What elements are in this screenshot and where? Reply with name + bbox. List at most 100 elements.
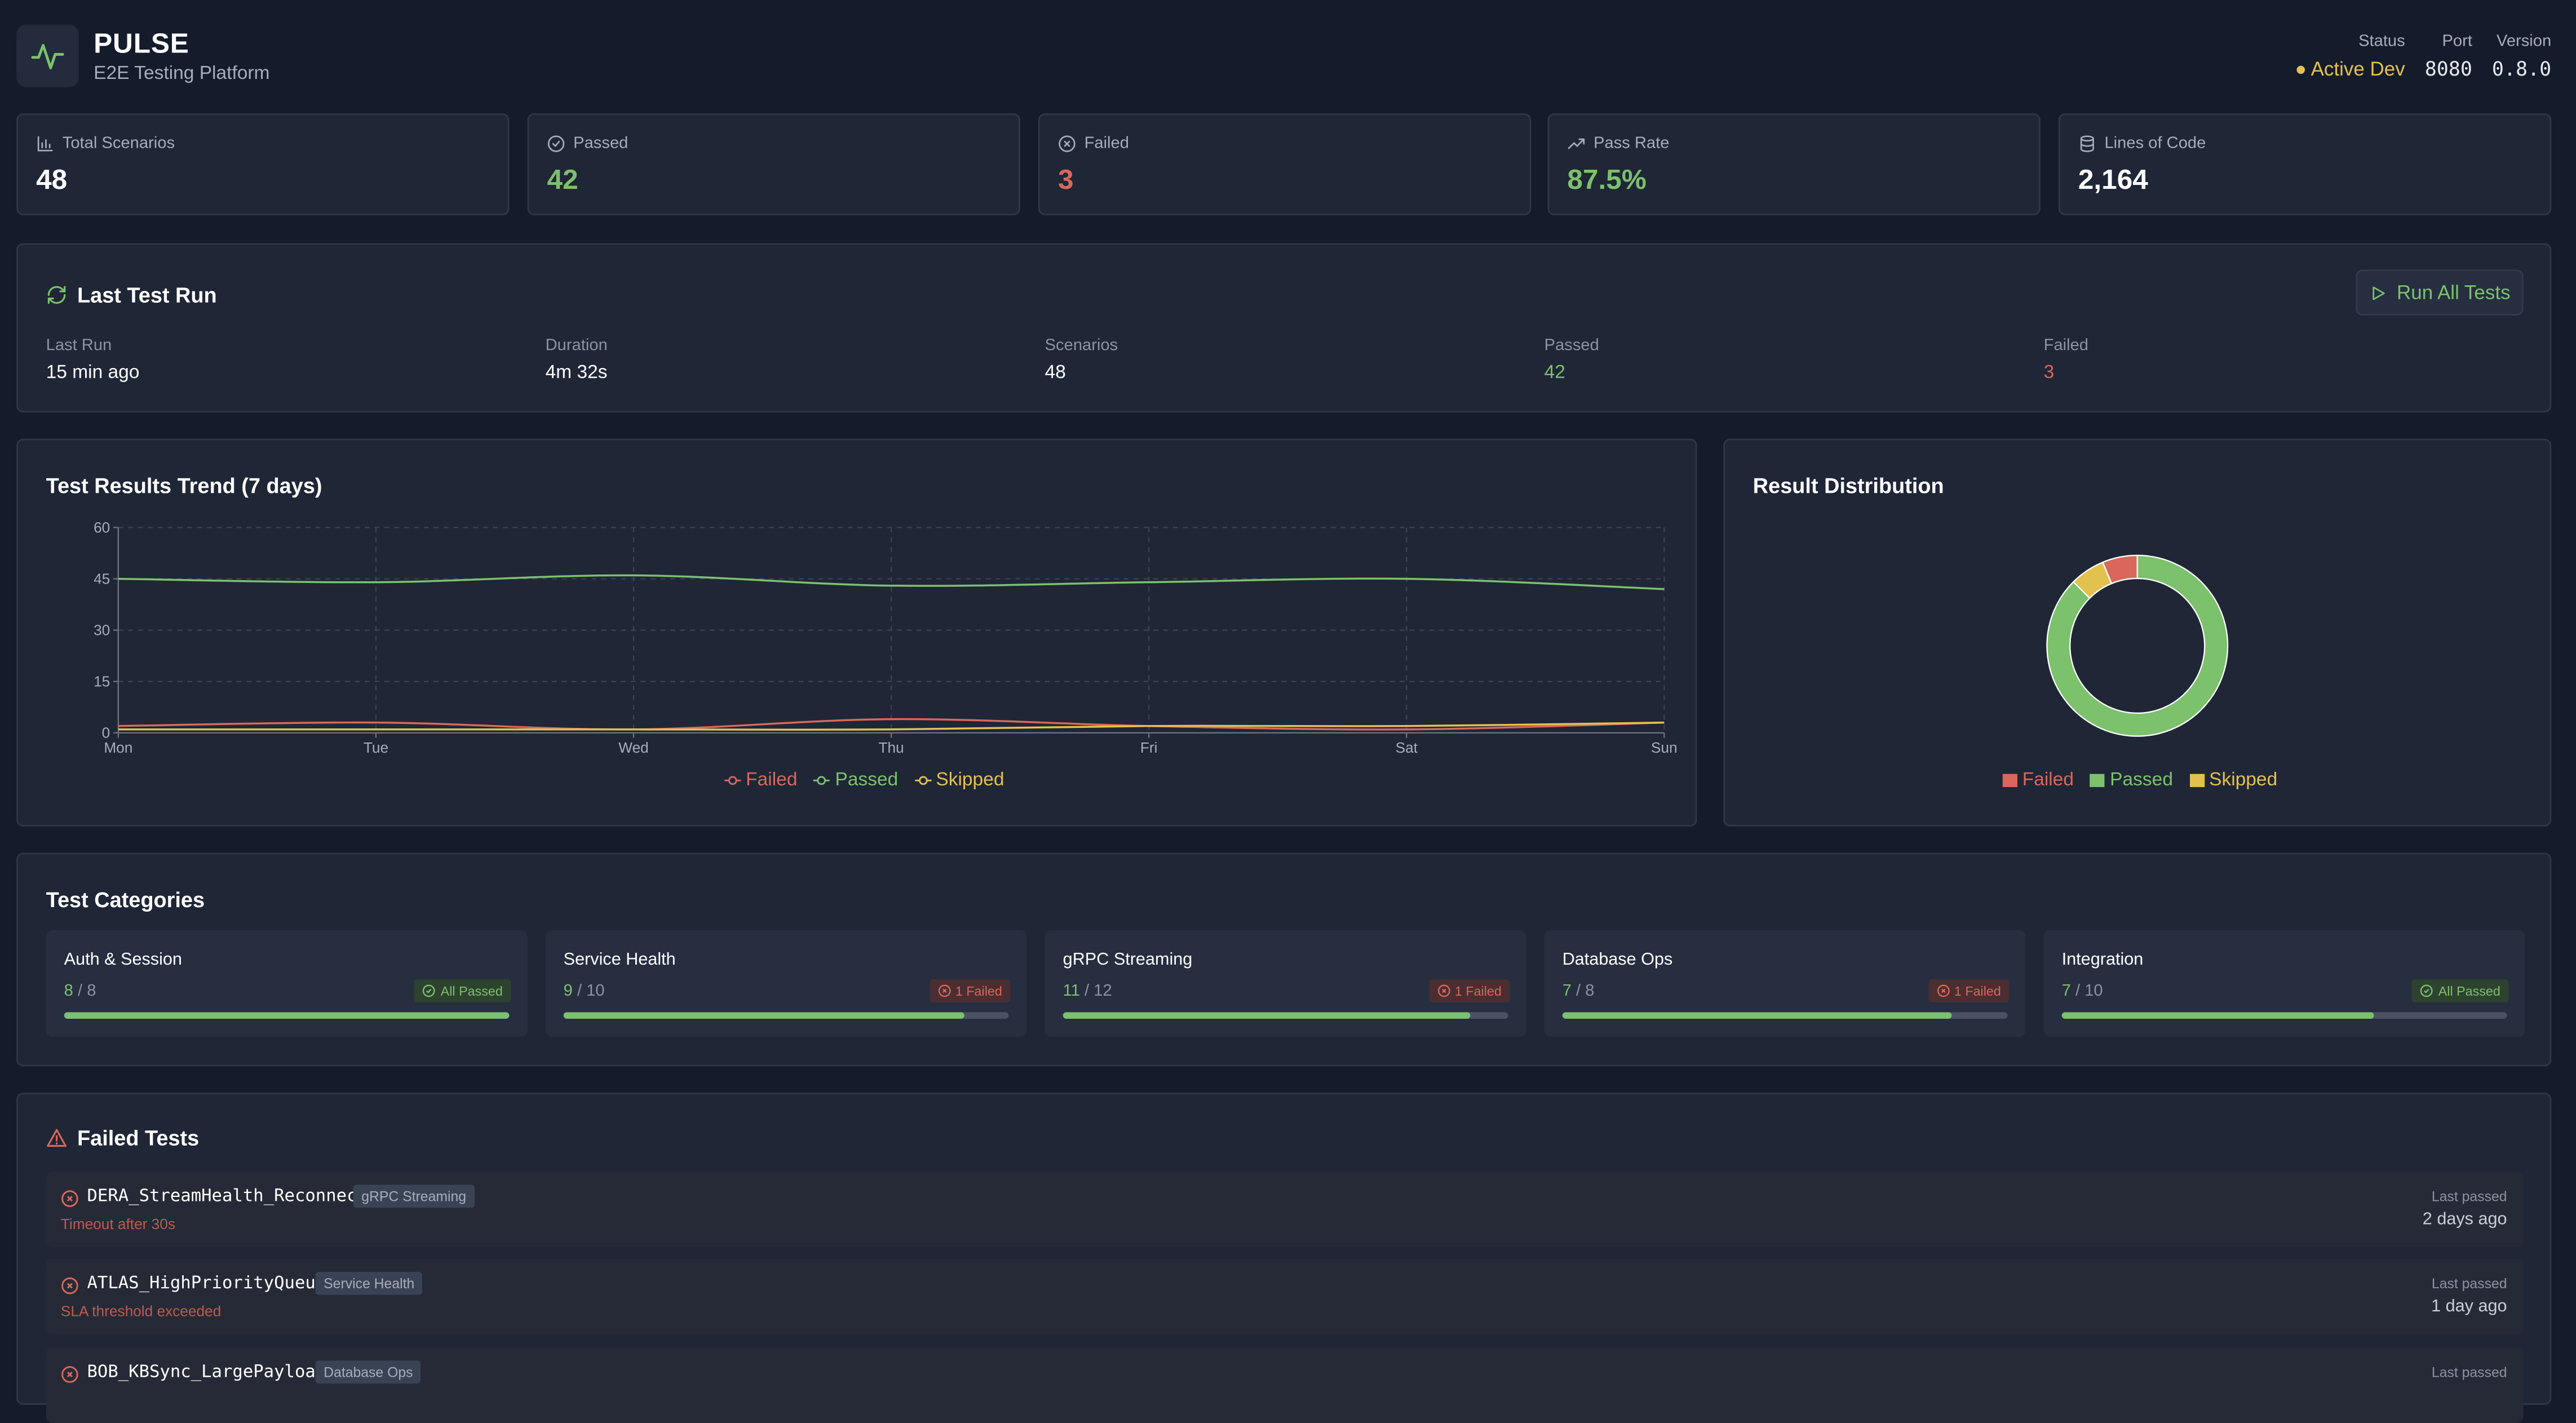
last-passed-value: 1 day ago <box>2431 1296 2507 1316</box>
scenarios-field: Scenarios 48 <box>1045 337 1118 383</box>
x-tick-label: Sat <box>1396 739 1418 756</box>
category-card-service-health[interactable]: Service Health 9 / 10 1 Failed <box>545 930 1027 1037</box>
field-value: 4m 32s <box>545 363 608 383</box>
legend-label: Failed <box>746 770 798 790</box>
status-badge: 1 Failed <box>1428 979 1510 1002</box>
passed-count: 11 <box>1063 982 1080 1001</box>
trend-chart-title: Test Results Trend (7 days) <box>46 473 322 498</box>
x-tick-label: Sun <box>1651 739 1678 756</box>
field-label: Last Run <box>46 337 112 355</box>
category-card-integration[interactable]: Integration 7 / 10 All Passed <box>2043 930 2525 1037</box>
failed-test-row[interactable]: ATLAS_HighPriorityQueue Service Health S… <box>46 1258 2524 1334</box>
passed-count: 9 <box>563 982 573 1001</box>
passed-count: 7 <box>1562 982 1572 1001</box>
category-name: Integration <box>2061 949 2144 970</box>
run-all-tests-button[interactable]: Run All Tests <box>2356 269 2524 316</box>
progress-bar <box>563 1012 1009 1019</box>
stat-card-pass-rate: Pass Rate 87.5% <box>1547 113 2041 215</box>
failure-reason: Timeout after 30s <box>60 1216 175 1232</box>
total-count: 10 <box>586 982 605 1001</box>
stat-label-text: Lines of Code <box>2104 134 2206 153</box>
status-badge: 1 Failed <box>1928 979 2010 1002</box>
x-tick-label: Tue <box>364 739 388 756</box>
category-card-auth-session[interactable]: Auth & Session 8 / 8 All Passed <box>46 930 528 1037</box>
x-circle-icon <box>1058 135 1076 153</box>
check-circle-icon <box>547 135 565 153</box>
total-count: 8 <box>1585 982 1595 1001</box>
category-card-grpc-streaming[interactable]: gRPC Streaming 11 / 12 1 Failed <box>1044 930 1526 1037</box>
port-meta: Port 8080 <box>2425 33 2472 81</box>
badge-text: All Passed <box>440 983 503 998</box>
category-tag: Database Ops <box>315 1360 422 1384</box>
stat-label-text: Total Scenarios <box>62 134 175 153</box>
field-label: Failed <box>2043 337 2089 355</box>
progress-bar <box>1562 1012 2008 1019</box>
test-categories-panel: Test Categories Auth & Session 8 / 8 All… <box>16 852 2552 1067</box>
progress-fill <box>64 1012 510 1019</box>
warning-triangle-icon <box>46 1127 68 1148</box>
passed-count: 8 <box>64 982 73 1001</box>
stat-value: 42 <box>547 164 578 196</box>
legend-failed: Failed <box>2002 770 2074 790</box>
progress-fill <box>1063 1012 1471 1019</box>
last-passed-label: Last passed <box>2431 1188 2507 1205</box>
check-circle-icon <box>423 984 436 997</box>
legend-label: Skipped <box>2209 770 2278 790</box>
badge-text: 1 Failed <box>1954 983 2001 998</box>
category-name: Service Health <box>563 949 676 970</box>
x-tick-label: Wed <box>618 739 648 756</box>
y-tick-label: 30 <box>94 621 110 638</box>
progress-bar <box>64 1012 510 1019</box>
failed-tests-heading: Failed Tests <box>46 1125 200 1150</box>
series-line-failed <box>118 718 1665 731</box>
stat-value: 3 <box>1057 164 1074 196</box>
stat-label: Failed <box>1058 135 1129 153</box>
failed-test-row[interactable]: DERA_StreamHealth_Reconnect gRPC Streami… <box>46 1172 2524 1248</box>
status-badge: All Passed <box>414 979 511 1002</box>
last-passed-label: Last passed <box>2431 1364 2507 1381</box>
progress-fill <box>1562 1012 1952 1019</box>
run-all-tests-label: Run All Tests <box>2397 281 2511 304</box>
stat-label: Pass Rate <box>1567 134 1670 153</box>
legend-label: Failed <box>2022 770 2074 790</box>
legend-passed: Passed <box>813 771 898 790</box>
category-name: Auth & Session <box>64 949 182 970</box>
trending-up-icon <box>1567 135 1585 153</box>
field-label: Scenarios <box>1044 337 1118 355</box>
status-label: Status <box>2358 33 2405 51</box>
legend-swatch <box>2002 774 2018 788</box>
total-count: 10 <box>2084 982 2103 1001</box>
app-title: PULSE <box>94 28 189 59</box>
progress-fill <box>2061 1012 2374 1019</box>
category-count: 9 / 10 <box>563 982 605 1001</box>
app-logo <box>16 24 79 87</box>
x-tick-label: Thu <box>879 739 904 756</box>
series-line-skipped <box>118 721 1665 731</box>
refresh-icon <box>46 284 68 306</box>
badge-text: 1 Failed <box>1454 983 1502 998</box>
last-test-run-title: Last Test Run <box>77 282 217 308</box>
field-value: 48 <box>1044 363 1066 383</box>
progress-bar <box>1063 1012 1508 1019</box>
trend-chart-legend: Failed Passed Skipped <box>724 771 1004 790</box>
stat-value: 87.5% <box>1567 164 1646 196</box>
header-meta: Status Active Dev Port 8080 Version 0.8.… <box>2296 33 2551 81</box>
failed-test-row[interactable]: BOB_KBSync_LargePayload Database Ops Las… <box>46 1347 2524 1423</box>
failure-reason: SLA threshold exceeded <box>60 1303 222 1320</box>
x-circle-icon <box>61 1186 79 1216</box>
badge-text: All Passed <box>2438 983 2500 998</box>
version-label: Version <box>2496 33 2552 51</box>
legend-swatch <box>2090 774 2105 788</box>
database-icon <box>2078 135 2096 153</box>
progress-fill <box>563 1012 964 1019</box>
progress-bar <box>2061 1012 2507 1019</box>
play-icon <box>2369 284 2387 302</box>
legend-label: Skipped <box>936 770 1004 790</box>
category-card-database-ops[interactable]: Database Ops 7 / 8 1 Failed <box>1544 930 2026 1037</box>
stat-label: Passed <box>547 135 628 153</box>
stat-label-text: Pass Rate <box>1594 134 1670 153</box>
badge-text: 1 Failed <box>955 983 1002 998</box>
result-donut-chart <box>2046 554 2229 737</box>
pulse-activity-icon <box>29 38 65 74</box>
trend-line-chart: 0 15 30 45 60 Mon Tue Wed Thu Fri Sat Sun <box>94 519 1678 756</box>
